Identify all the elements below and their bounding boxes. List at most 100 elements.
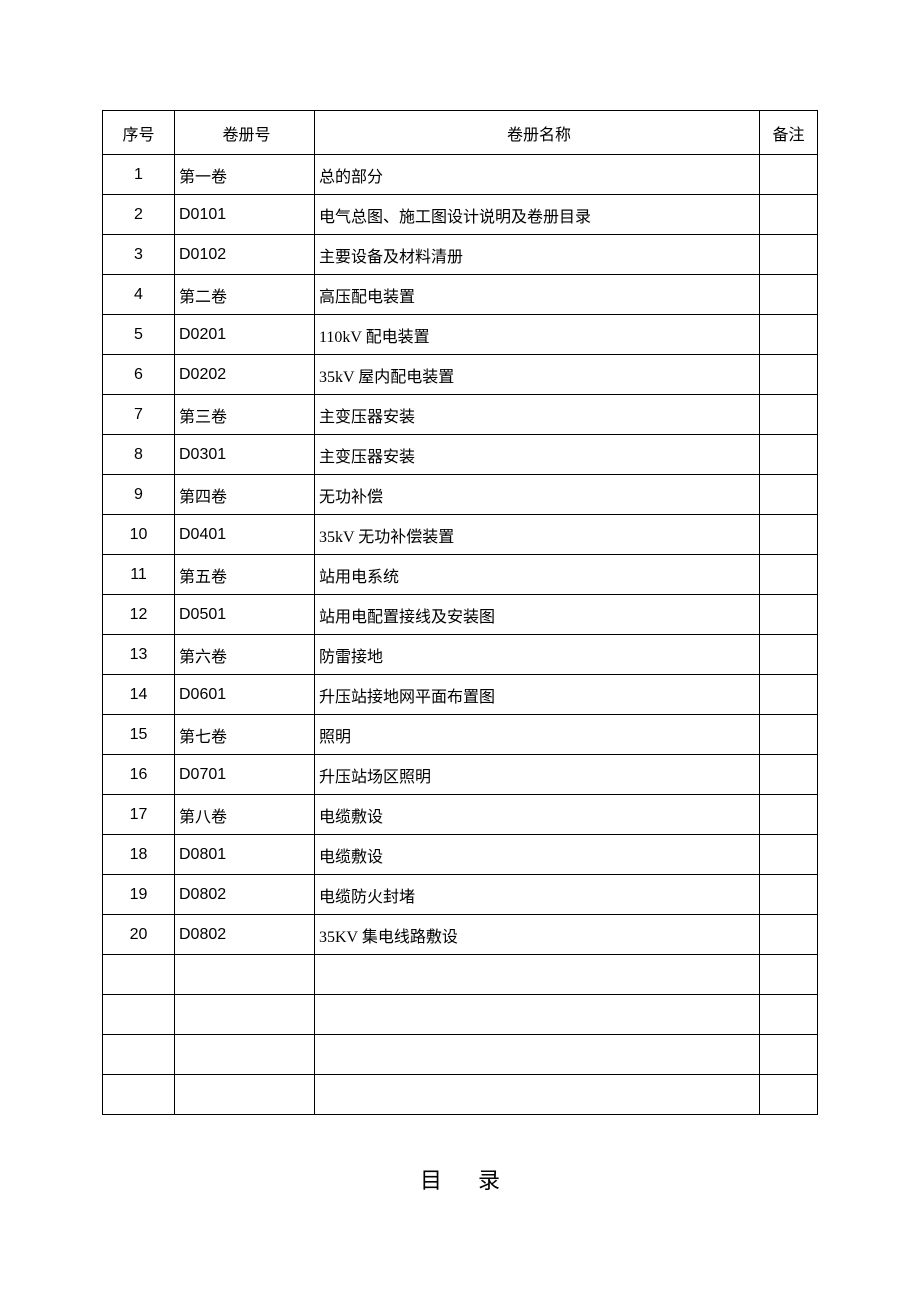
cell-name: 总的部分 <box>315 155 760 195</box>
cell-name: 110kV 配电装置 <box>315 315 760 355</box>
cell-code <box>175 1035 315 1075</box>
cell-remark <box>760 835 818 875</box>
cell-remark <box>760 235 818 275</box>
cell-seq: 14 <box>103 675 175 715</box>
cell-seq: 3 <box>103 235 175 275</box>
cell-code: D0801 <box>175 835 315 875</box>
cell-name: 主变压器安装 <box>315 395 760 435</box>
table-header-row: 序号 卷册号 卷册名称 备注 <box>103 111 818 155</box>
cell-remark <box>760 395 818 435</box>
cell-code: D0802 <box>175 875 315 915</box>
cell-name: 升压站场区照明 <box>315 755 760 795</box>
cell-code: D0501 <box>175 595 315 635</box>
cell-name: 电气总图、施工图设计说明及卷册目录 <box>315 195 760 235</box>
footer-title: 目录 <box>102 1163 818 1195</box>
cell-seq: 19 <box>103 875 175 915</box>
cell-seq: 20 <box>103 915 175 955</box>
cell-seq <box>103 995 175 1035</box>
cell-remark <box>760 995 818 1035</box>
cell-remark <box>760 155 818 195</box>
cell-remark <box>760 635 818 675</box>
table-row: 17第八卷电缆敷设 <box>103 795 818 835</box>
cell-remark <box>760 795 818 835</box>
cell-remark <box>760 715 818 755</box>
cell-code: 第二卷 <box>175 275 315 315</box>
table-body: 1第一卷总的部分2D0101电气总图、施工图设计说明及卷册目录3D0102主要设… <box>103 155 818 1115</box>
header-code: 卷册号 <box>175 111 315 155</box>
cell-name: 35KV 集电线路敷设 <box>315 915 760 955</box>
cell-name <box>315 1075 760 1115</box>
cell-code: 第六卷 <box>175 635 315 675</box>
cell-seq: 11 <box>103 555 175 595</box>
cell-name <box>315 955 760 995</box>
cell-code: 第八卷 <box>175 795 315 835</box>
cell-name: 电缆防火封堵 <box>315 875 760 915</box>
cell-name: 电缆敷设 <box>315 795 760 835</box>
cell-name: 主变压器安装 <box>315 435 760 475</box>
header-seq: 序号 <box>103 111 175 155</box>
cell-name: 防雷接地 <box>315 635 760 675</box>
cell-code: D0201 <box>175 315 315 355</box>
table-row: 13第六卷防雷接地 <box>103 635 818 675</box>
table-row: 8D0301主变压器安装 <box>103 435 818 475</box>
cell-remark <box>760 315 818 355</box>
cell-seq: 2 <box>103 195 175 235</box>
cell-seq: 4 <box>103 275 175 315</box>
header-name: 卷册名称 <box>315 111 760 155</box>
cell-code: 第四卷 <box>175 475 315 515</box>
cell-code <box>175 955 315 995</box>
cell-code: D0401 <box>175 515 315 555</box>
table-row: 2D0101电气总图、施工图设计说明及卷册目录 <box>103 195 818 235</box>
cell-remark <box>760 515 818 555</box>
cell-seq: 10 <box>103 515 175 555</box>
cell-remark <box>760 755 818 795</box>
cell-name: 照明 <box>315 715 760 755</box>
table-row: 19D0802电缆防火封堵 <box>103 875 818 915</box>
cell-remark <box>760 915 818 955</box>
cell-remark <box>760 555 818 595</box>
cell-seq: 17 <box>103 795 175 835</box>
cell-seq: 7 <box>103 395 175 435</box>
cell-seq <box>103 1035 175 1075</box>
table-row: 18D0801电缆敷设 <box>103 835 818 875</box>
table-row <box>103 995 818 1035</box>
cell-remark <box>760 275 818 315</box>
cell-seq: 5 <box>103 315 175 355</box>
table-row: 3D0102主要设备及材料清册 <box>103 235 818 275</box>
table-row <box>103 955 818 995</box>
cell-seq: 16 <box>103 755 175 795</box>
cell-code <box>175 995 315 1035</box>
table-row: 14D0601升压站接地网平面布置图 <box>103 675 818 715</box>
cell-code: D0301 <box>175 435 315 475</box>
cell-remark <box>760 875 818 915</box>
cell-code <box>175 1075 315 1115</box>
cell-name <box>315 1035 760 1075</box>
cell-name: 无功补偿 <box>315 475 760 515</box>
cell-seq: 1 <box>103 155 175 195</box>
cell-seq: 13 <box>103 635 175 675</box>
cell-remark <box>760 475 818 515</box>
cell-code: D0601 <box>175 675 315 715</box>
table-row: 20D080235KV 集电线路敷设 <box>103 915 818 955</box>
table-row: 4第二卷高压配电装置 <box>103 275 818 315</box>
header-remark: 备注 <box>760 111 818 155</box>
table-row: 15第七卷照明 <box>103 715 818 755</box>
cell-seq: 9 <box>103 475 175 515</box>
cell-code: D0102 <box>175 235 315 275</box>
cell-seq: 18 <box>103 835 175 875</box>
table-row: 9第四卷无功补偿 <box>103 475 818 515</box>
table-row: 12D0501站用电配置接线及安装图 <box>103 595 818 635</box>
cell-name: 35kV 无功补偿装置 <box>315 515 760 555</box>
cell-remark <box>760 1075 818 1115</box>
cell-name <box>315 995 760 1035</box>
cell-code: D0701 <box>175 755 315 795</box>
cell-name: 升压站接地网平面布置图 <box>315 675 760 715</box>
cell-remark <box>760 1035 818 1075</box>
cell-name: 35kV 屋内配电装置 <box>315 355 760 395</box>
table-row: 11第五卷站用电系统 <box>103 555 818 595</box>
cell-remark <box>760 955 818 995</box>
cell-remark <box>760 435 818 475</box>
table-row <box>103 1035 818 1075</box>
cell-seq: 8 <box>103 435 175 475</box>
cell-name: 主要设备及材料清册 <box>315 235 760 275</box>
